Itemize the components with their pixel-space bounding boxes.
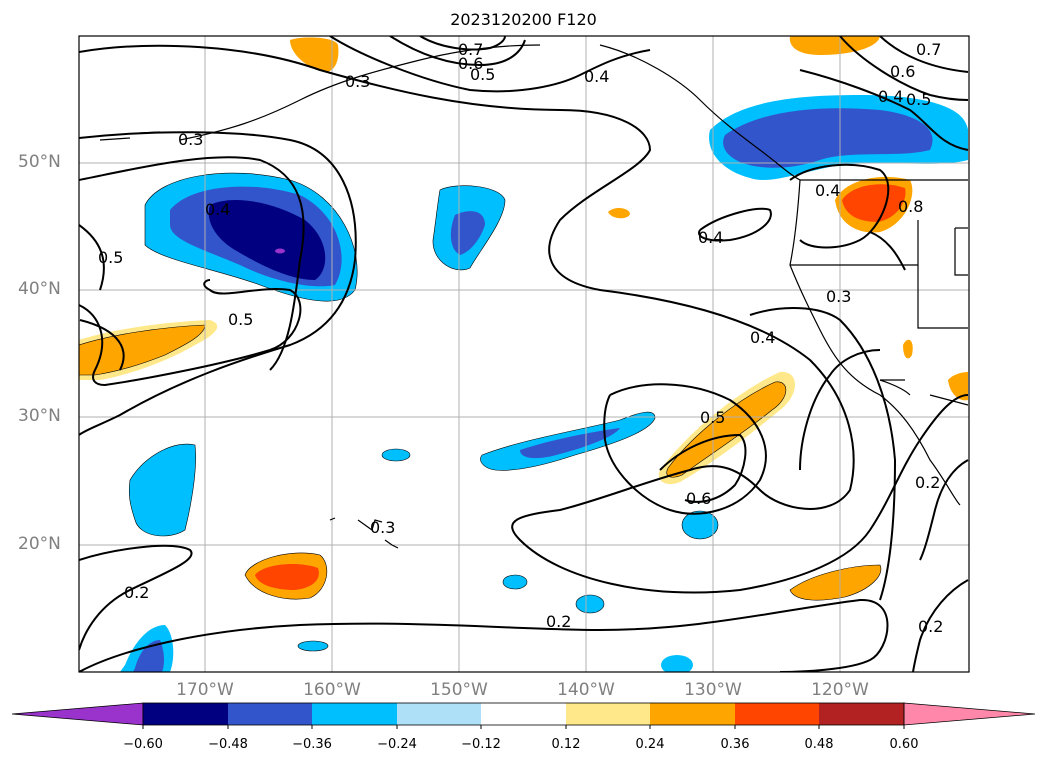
- contour-label: 0.5: [98, 248, 123, 267]
- colorbar-frame: [142, 702, 905, 726]
- longitude-label-150w: 150°W: [430, 680, 488, 700]
- negative-anomaly-region: [575, 594, 605, 614]
- map-title: 2023120200 F120: [450, 10, 597, 29]
- contour-label: 0.5: [470, 65, 495, 84]
- contour-label: 0.6: [686, 489, 711, 508]
- colorbar-segment: [650, 703, 735, 725]
- negative-anomaly-region: [133, 640, 165, 672]
- positive-anomaly-region: [255, 564, 319, 590]
- negative-anomaly-region: [661, 655, 693, 672]
- contour-label: 0.7: [916, 40, 941, 59]
- contour-label: 0.4: [878, 87, 903, 106]
- colorbar-segment: [819, 703, 904, 725]
- latitude-label-20n: 20°N: [18, 534, 61, 554]
- colorbar-tick-label: −0.36: [292, 737, 332, 752]
- colorbar-tick-label: 0.36: [720, 737, 750, 752]
- longitude-label-170w: 170°W: [176, 680, 234, 700]
- longitude-label-160w: 160°W: [303, 680, 361, 700]
- negative-anomaly-core: [275, 248, 285, 254]
- longitude-label-120w: 120°W: [811, 680, 869, 700]
- colorbar-tick-label: 0.12: [551, 737, 581, 752]
- colorbar-segment: [566, 703, 650, 725]
- colorbar-tick-label: 0.48: [804, 737, 834, 752]
- contour-label: 0.4: [698, 228, 723, 247]
- colorbar-segment: [143, 703, 228, 725]
- contour-label: 0.3: [345, 72, 370, 91]
- colorbar-tick-label: 0.24: [635, 737, 665, 752]
- contour-label: 0.3: [178, 130, 203, 149]
- positive-anomaly-region: [789, 564, 882, 601]
- negative-anomaly-region: [128, 443, 196, 537]
- negative-anomaly-region: [297, 640, 329, 652]
- contour-label: 0.4: [205, 200, 230, 219]
- colorbar-tick-label: −0.48: [208, 737, 248, 752]
- latitude-label-40n: 40°N: [18, 279, 61, 299]
- colorbar-segment: [481, 703, 566, 725]
- contour-label: 0.2: [918, 617, 943, 636]
- colorbar-tick-label: 0.60: [889, 737, 919, 752]
- colorbar-tick-label: −0.12: [461, 737, 501, 752]
- colorbar-segment: [228, 703, 312, 725]
- negative-anomaly-region: [723, 108, 933, 168]
- contour-label: 0.6: [890, 62, 915, 81]
- negative-anomaly-region: [502, 574, 528, 590]
- map-gridlines: [79, 36, 969, 672]
- positive-anomaly-region: [948, 372, 968, 401]
- negative-anomaly-region: [381, 448, 411, 462]
- contour-label: 0.4: [750, 328, 775, 347]
- contour-label-layer: 0.7 0.6 0.5 0.3 0.4 0.3 0.4 0.5 0.5 0.4 …: [98, 40, 943, 636]
- contour-label: 0.7: [458, 40, 483, 59]
- contour-label: 0.2: [546, 612, 571, 631]
- contour-label: 0.8: [898, 197, 923, 216]
- map-frame: [78, 35, 970, 673]
- positive-anomaly-region: [608, 207, 630, 219]
- negative-anomaly-region: [520, 428, 620, 459]
- longitude-label-130w: 130°W: [684, 680, 742, 700]
- colorbar-tick-label: −0.24: [377, 737, 417, 752]
- contour-label: 0.5: [228, 310, 253, 329]
- positive-anomaly-region: [666, 381, 787, 478]
- contour-label: 0.2: [915, 473, 940, 492]
- positive-anomaly-region: [842, 184, 906, 222]
- contour-label: 0.4: [815, 181, 840, 200]
- colorbar-segment: [735, 703, 819, 725]
- colorbar-extend-high: [903, 702, 1036, 726]
- positive-anomaly-region: [79, 324, 206, 376]
- contour-label: 0.5: [906, 90, 931, 109]
- contour-label: 0.5: [700, 408, 725, 427]
- positive-anomaly-region: [903, 339, 913, 359]
- coastlines: [99, 44, 969, 549]
- positive-anomaly-region: [789, 36, 880, 55]
- negative-anomaly-region: [208, 200, 326, 280]
- colorbar-tick-label: −0.60: [123, 737, 163, 752]
- colorbar-segment: [312, 703, 397, 725]
- colorbar: [11, 702, 1036, 729]
- contour-label: 0.6: [458, 54, 483, 73]
- contour-label: 0.3: [826, 287, 851, 306]
- colorbar-extend-low: [11, 702, 144, 726]
- latitude-label-30n: 30°N: [18, 406, 61, 426]
- contour-label: 0.4: [584, 67, 609, 86]
- longitude-label-140w: 140°W: [557, 680, 615, 700]
- contour-lines: [79, 36, 969, 672]
- contour-label: 0.3: [370, 518, 395, 537]
- contour-label: 0.2: [124, 583, 149, 602]
- positive-anomaly-region: [290, 37, 339, 72]
- colorbar-segment: [397, 703, 481, 725]
- latitude-label-50n: 50°N: [18, 152, 61, 172]
- negative-anomaly-region: [681, 510, 719, 540]
